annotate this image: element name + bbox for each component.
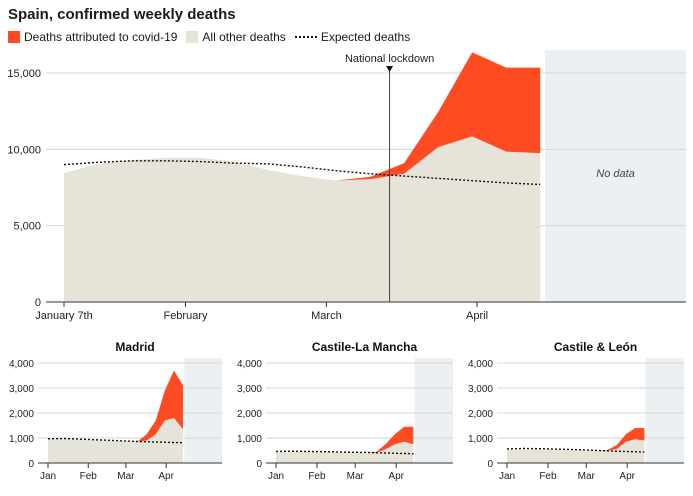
main-y-tick-label: 5,000 (13, 221, 41, 233)
castile-la-mancha-x-tick-label: Apr (388, 471, 404, 482)
castile-leon-y-tick-label: 3,000 (468, 384, 493, 395)
castile-leon-line-expected (506, 447, 645, 453)
castile-la-mancha-x-tick-label: Feb (308, 471, 326, 482)
main-y-tick-label: 15,000 (7, 68, 41, 80)
legend-item-other: All other deaths (186, 30, 286, 44)
main-x-tick-label: April (466, 310, 488, 322)
madrid-x-tick-label: Apr (158, 471, 174, 482)
castile-leon-x-tick-label: Apr (619, 471, 635, 482)
no-data-label: No data (596, 168, 635, 180)
castile-leon-x-tick-label: Jan (499, 471, 515, 482)
castile-la-mancha-title: Castile-La Mancha (312, 340, 418, 354)
main-x-tick-label: February (163, 310, 208, 322)
main-no-data-band (545, 50, 686, 302)
legend-swatch-expected (294, 36, 317, 38)
castile-leon-x-tick-label: Feb (539, 471, 557, 482)
castile-la-mancha-no-data-band (414, 358, 453, 463)
main-x-tick-label: March (311, 310, 342, 322)
madrid-title: Madrid (115, 340, 154, 354)
legend-label-covid: Deaths attributed to covid-19 (24, 30, 178, 44)
lockdown-marker (386, 66, 394, 72)
legend-label-expected: Expected deaths (320, 30, 411, 44)
madrid-y-tick-label: 1,000 (9, 434, 34, 445)
madrid-y-tick-label: 2,000 (9, 409, 34, 420)
castile-la-mancha-y-tick-label: 0 (256, 459, 262, 470)
madrid-area-covid (137, 370, 184, 442)
castile-leon-title: Castile & León (554, 340, 637, 354)
madrid-y-tick-label: 0 (28, 459, 34, 470)
madrid-y-tick-label: 4,000 (9, 359, 34, 370)
main-y-tick-label: 10,000 (7, 144, 41, 156)
main-line-expected (63, 160, 541, 186)
castile-la-mancha-y-tick-label: 3,000 (237, 384, 262, 395)
legend: Deaths attributed to covid-19 All other … (8, 30, 419, 44)
madrid-x-tick-label: Mar (117, 471, 135, 482)
castile-leon-area-covid (598, 428, 645, 451)
madrid-area-other (48, 418, 184, 463)
legend-label-other: All other deaths (202, 30, 286, 44)
madrid-x-tick-label: Jan (40, 471, 56, 482)
chart-title: Spain, confirmed weekly deaths (8, 6, 236, 23)
legend-swatch-other (186, 31, 199, 43)
legend-item-covid: Deaths attributed to covid-19 (8, 30, 177, 44)
lockdown-label: National lockdown (345, 53, 434, 65)
madrid-x-tick-label: Feb (80, 471, 98, 482)
castile-la-mancha-line-expected (275, 450, 414, 455)
main-x-tick-label: January 7th (35, 310, 92, 322)
castile-leon-no-data-band (645, 358, 684, 463)
castile-la-mancha-x-tick-label: Jan (268, 471, 284, 482)
castile-leon-y-tick-label: 2,000 (468, 409, 493, 420)
legend-item-expected: Expected deaths (294, 30, 411, 44)
castile-la-mancha-area-other (276, 441, 414, 463)
main-y-tick-label: 0 (35, 297, 41, 309)
castile-leon-area-other (507, 439, 645, 463)
legend-swatch-covid (8, 31, 20, 43)
castile-la-mancha-y-tick-label: 2,000 (237, 409, 262, 420)
castile-la-mancha-area-covid (367, 426, 414, 453)
castile-leon-y-tick-label: 1,000 (468, 434, 493, 445)
castile-leon-y-tick-label: 0 (487, 459, 493, 470)
castile-leon-y-tick-label: 4,000 (468, 359, 493, 370)
main-area-covid (336, 52, 541, 181)
castile-la-mancha-x-tick-label: Mar (347, 471, 365, 482)
castile-leon-x-tick-label: Mar (578, 471, 596, 482)
castile-la-mancha-y-tick-label: 1,000 (237, 434, 262, 445)
castile-la-mancha-y-tick-label: 4,000 (237, 359, 262, 370)
madrid-no-data-band (184, 358, 222, 463)
madrid-y-tick-label: 3,000 (9, 384, 34, 395)
main-area-other (64, 136, 541, 302)
